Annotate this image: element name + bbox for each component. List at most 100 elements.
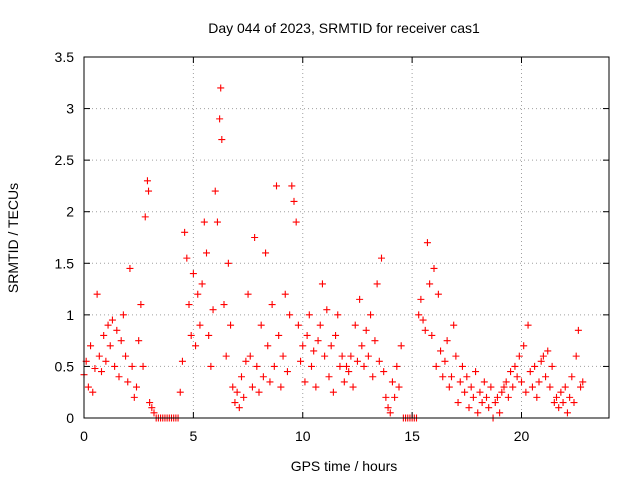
data-point [273,182,280,190]
x-tick-label: 15 [404,428,420,444]
data-point [143,177,151,185]
data-point [111,362,119,370]
data-points [80,84,587,422]
data-point [235,404,243,412]
data-point [544,347,552,355]
data-point [318,280,326,288]
y-tick-label: 3.5 [55,49,75,65]
data-point [216,115,224,123]
data-point [550,399,558,407]
data-point [141,213,149,221]
data-point [537,357,545,365]
data-point [130,393,138,401]
data-point [275,331,283,339]
data-point [262,249,270,257]
data-point [452,352,460,360]
data-point [485,404,493,412]
data-point [557,388,565,396]
data-point [231,399,239,407]
data-point [443,337,451,345]
data-point [461,388,469,396]
data-point [292,218,300,226]
data-point [502,378,510,386]
data-point [498,388,506,396]
data-point [192,342,200,350]
data-point [124,378,132,386]
data-point [428,331,436,339]
data-point [148,404,156,412]
data-point [240,393,248,401]
data-point [570,399,578,407]
data-point [338,352,346,360]
data-point [207,362,215,370]
data-point [205,331,213,339]
data-point [126,264,134,272]
data-point [218,136,226,144]
data-point [393,362,401,370]
data-point [248,383,256,391]
data-point [246,352,254,360]
data-point [268,301,276,309]
data-point [483,393,490,401]
data-point [145,187,153,195]
data-point [507,368,515,376]
data-point [139,362,147,370]
data-point [150,409,158,417]
data-point [369,373,377,381]
data-point [469,393,477,401]
data-point [135,337,143,345]
data-point [100,331,108,339]
data-point [314,337,322,345]
data-point [251,234,259,241]
data-point [364,352,372,360]
data-point [572,352,580,360]
y-axis-label: SRMTID / TECUs [5,183,21,293]
data-point [566,393,574,401]
data-point [548,362,556,370]
data-point [340,378,348,386]
data-point [89,388,97,396]
x-tick-label: 20 [514,428,530,444]
data-point [312,383,320,391]
data-point [430,264,438,272]
grid-lines [84,57,609,418]
data-point [524,321,532,329]
data-point [423,239,431,247]
data-point [244,290,252,298]
data-point [439,373,447,381]
data-point [356,295,364,303]
data-point [181,228,189,236]
data-point [222,352,230,360]
data-point [242,357,250,365]
data-point [496,409,504,417]
tick-labels: 0 0.5 1 1.5 2 2.5 3 3.5 0 5 10 15 20 [55,49,530,444]
data-point [574,326,582,334]
data-point [531,362,539,370]
data-point [347,352,355,360]
data-point [579,378,587,386]
data-point [467,383,475,391]
data-point [474,409,482,417]
data-point [432,362,440,370]
data-point [391,393,399,401]
data-point [345,368,353,376]
data-point [183,254,191,262]
data-point [559,399,567,407]
data-point [253,362,261,370]
data-point [421,326,429,334]
data-point [233,388,241,396]
data-point [513,373,521,381]
data-point [362,326,370,334]
data-point [316,321,324,329]
data-point [487,383,495,391]
data-point [349,383,357,391]
data-point [115,373,123,381]
x-tick-label: 5 [189,428,197,444]
data-point [194,290,202,298]
data-point [238,373,245,381]
data-point [224,259,232,267]
data-point [384,404,392,412]
y-tick-label: 2.5 [55,152,75,168]
data-point [463,373,471,381]
